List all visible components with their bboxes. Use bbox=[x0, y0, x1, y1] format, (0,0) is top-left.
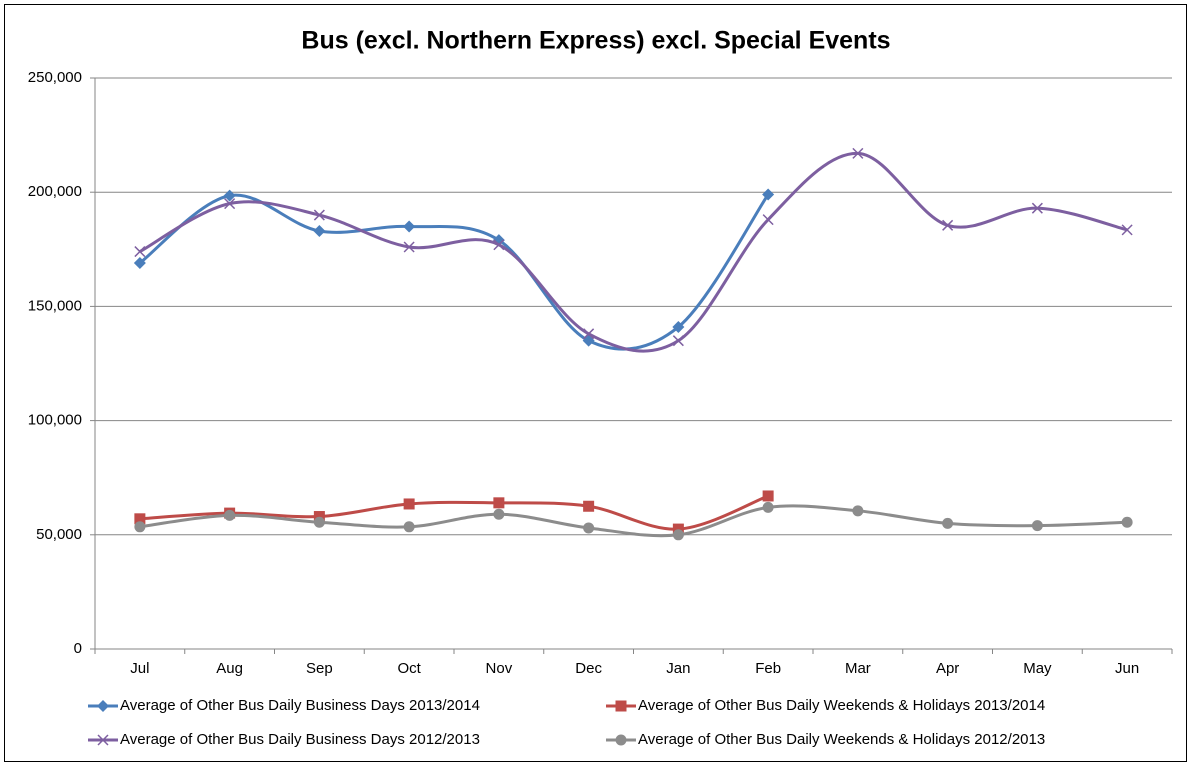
marker bbox=[313, 511, 325, 523]
x-tick-label: Dec bbox=[575, 660, 602, 677]
legend-marker bbox=[615, 700, 627, 712]
marker bbox=[762, 188, 775, 201]
marker bbox=[583, 522, 595, 534]
marker bbox=[133, 257, 146, 270]
x-tick-label: Feb bbox=[755, 660, 781, 677]
marker bbox=[762, 501, 774, 513]
x-tick-label: Oct bbox=[397, 660, 421, 677]
marker bbox=[1031, 520, 1043, 532]
marker bbox=[403, 498, 415, 510]
legend-marker bbox=[97, 734, 109, 746]
marker bbox=[313, 209, 325, 221]
legend-label: Average of Other Bus Daily Business Days… bbox=[120, 731, 480, 748]
marker bbox=[672, 523, 684, 535]
marker bbox=[134, 513, 146, 525]
marker bbox=[1121, 224, 1133, 236]
legend-label: Average of Other Bus Daily Weekends & Ho… bbox=[638, 731, 1045, 748]
y-tick-label: 50,000 bbox=[36, 526, 82, 543]
x-tick-label: Aug bbox=[216, 660, 243, 677]
marker bbox=[224, 198, 236, 210]
marker bbox=[224, 509, 236, 521]
marker bbox=[134, 246, 146, 258]
marker bbox=[403, 241, 415, 253]
x-tick-label: Jul bbox=[130, 660, 149, 677]
marker bbox=[672, 529, 684, 541]
y-tick-label: 250,000 bbox=[28, 69, 82, 86]
marker bbox=[134, 521, 146, 533]
x-tick-label: Mar bbox=[845, 660, 871, 677]
marker bbox=[493, 508, 505, 520]
marker bbox=[762, 214, 774, 226]
marker bbox=[672, 335, 684, 347]
x-tick-label: May bbox=[1023, 660, 1052, 677]
legend-marker bbox=[97, 700, 109, 712]
marker bbox=[313, 516, 325, 528]
marker bbox=[852, 505, 864, 517]
chart-border bbox=[4, 4, 1187, 762]
x-tick-label: Jun bbox=[1115, 660, 1139, 677]
marker bbox=[493, 497, 505, 509]
x-tick-label: Nov bbox=[486, 660, 513, 677]
marker bbox=[583, 500, 595, 512]
y-tick-label: 100,000 bbox=[28, 412, 82, 429]
y-tick-label: 150,000 bbox=[28, 297, 82, 314]
chart-title: Bus (excl. Northern Express) excl. Speci… bbox=[301, 27, 890, 55]
marker bbox=[942, 219, 954, 231]
marker bbox=[942, 517, 954, 529]
marker bbox=[1121, 516, 1133, 528]
x-tick-label: Apr bbox=[936, 660, 959, 677]
series-line bbox=[139, 504, 1128, 538]
marker bbox=[403, 521, 415, 533]
marker bbox=[583, 328, 595, 340]
marker bbox=[403, 220, 416, 233]
y-tick-label: 0 bbox=[74, 640, 82, 657]
x-tick-label: Jan bbox=[666, 660, 690, 677]
legend-label: Average of Other Bus Daily Business Days… bbox=[120, 697, 480, 714]
marker bbox=[762, 490, 774, 502]
series-line bbox=[139, 494, 769, 531]
marker bbox=[313, 225, 326, 238]
marker bbox=[1031, 202, 1043, 214]
y-tick-label: 200,000 bbox=[28, 183, 82, 200]
marker bbox=[852, 147, 864, 159]
marker bbox=[223, 189, 236, 202]
legend-marker bbox=[615, 734, 627, 746]
marker bbox=[493, 239, 505, 251]
x-tick-label: Sep bbox=[306, 660, 333, 677]
marker bbox=[672, 320, 685, 333]
legend-label: Average of Other Bus Daily Weekends & Ho… bbox=[638, 697, 1045, 714]
